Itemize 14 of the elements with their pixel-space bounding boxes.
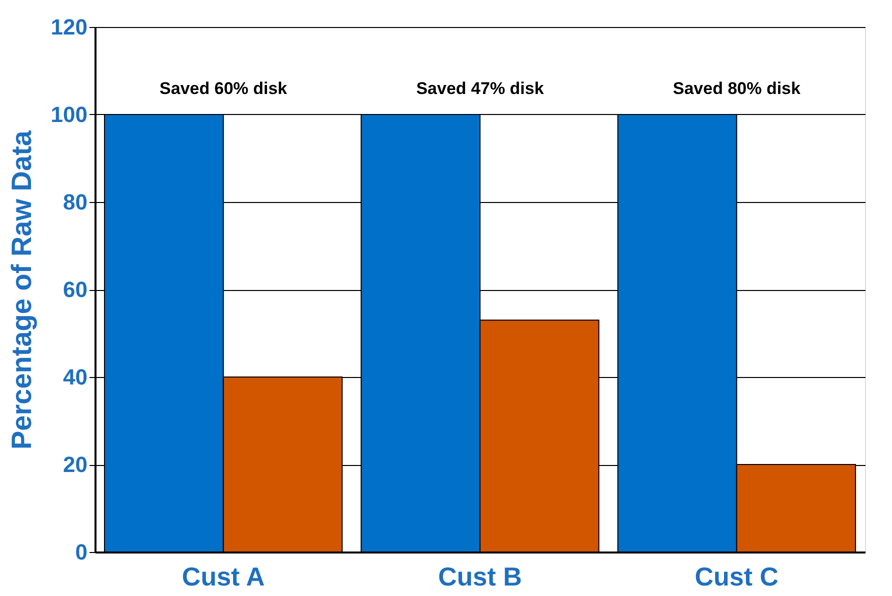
y-tick-label: 100 (50, 102, 88, 127)
y-tick-label: 60 (63, 277, 88, 302)
y-axis-title: Percentage of Raw Data (6, 130, 37, 450)
y-tick-label: 120 (50, 14, 88, 40)
x-tick-label: Cust B (438, 562, 522, 592)
annotation: Saved 47% disk (416, 79, 544, 98)
annotation: Saved 80% disk (672, 79, 801, 98)
y-tick-label: 80 (63, 190, 88, 214)
y-tick-label: 40 (63, 364, 88, 390)
y-tick-label: 20 (63, 452, 88, 477)
y-tick-label: 0 (75, 540, 88, 564)
x-tick-label: Cust C (694, 562, 779, 592)
annotation: Saved 60% disk (160, 79, 288, 98)
x-tick-label: Cust A (182, 562, 265, 592)
